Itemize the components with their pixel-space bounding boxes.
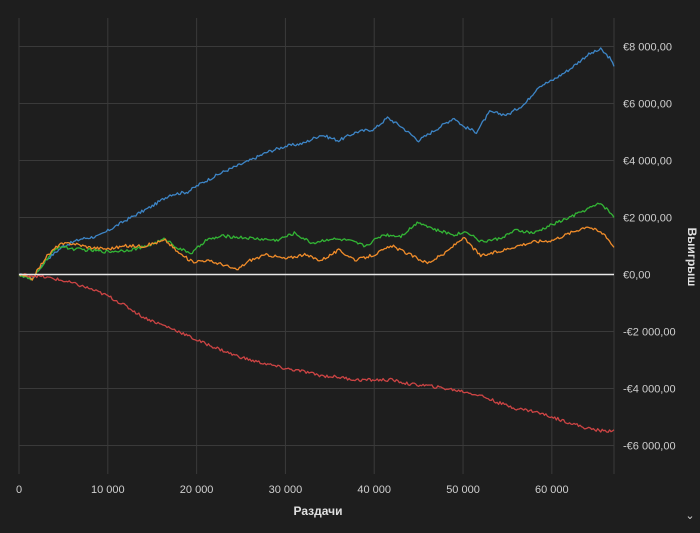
y-tick-label: -€2 000,00: [623, 327, 676, 339]
x-tick-label: 20 000: [180, 484, 214, 496]
y-tick-label: €4 000,00: [623, 156, 672, 168]
y-tick-label: €0,00: [623, 270, 651, 282]
y-axis-title: Выигрыш: [685, 228, 699, 287]
series-line: [18, 273, 615, 433]
x-tick-labels: 0 10 000 20 000 30 000 40 000 50 000 60 000: [16, 484, 569, 496]
x-tick-label: 10 000: [91, 484, 125, 496]
y-tick-label: €2 000,00: [623, 213, 672, 225]
y-tick-label: -€6 000,00: [623, 441, 676, 453]
x-tick-label: 60 000: [535, 484, 569, 496]
series-layer: [18, 47, 615, 433]
chevron-down-icon[interactable]: ⌄: [685, 510, 694, 522]
series-line: [18, 47, 615, 280]
series-line: [18, 202, 615, 281]
series-line: [18, 226, 615, 281]
y-tick-labels: €8 000,00 €6 000,00 €4 000,00 €2 000,00 €0,0…: [623, 42, 676, 453]
x-tick-label: 40 000: [357, 484, 391, 496]
y-tick-label: -€4 000,00: [623, 384, 676, 396]
x-tick-label: 50 000: [446, 484, 480, 496]
grid-layer: [18, 18, 615, 474]
x-tick-label: 30 000: [269, 484, 303, 496]
x-axis-title: Раздачи: [294, 504, 343, 518]
y-tick-label: €6 000,00: [623, 99, 672, 111]
y-tick-label: €8 000,00: [623, 42, 672, 54]
x-tick-label: 0: [16, 484, 22, 496]
